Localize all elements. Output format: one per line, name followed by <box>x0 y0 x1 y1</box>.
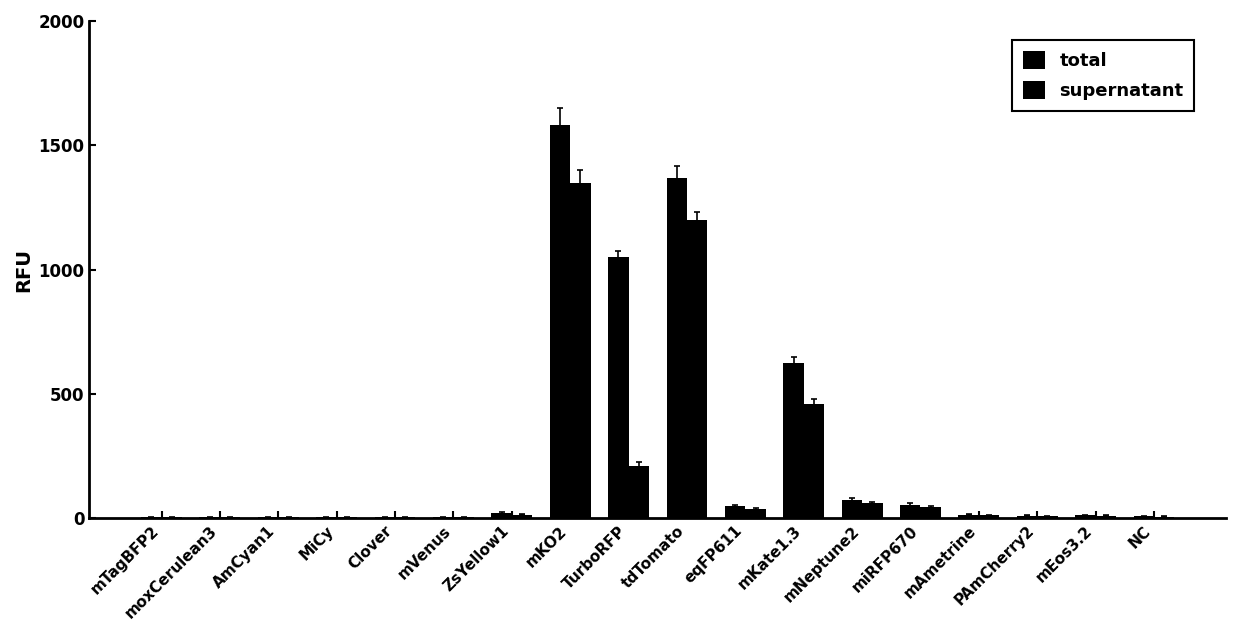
Bar <box>804 404 825 518</box>
Bar <box>1017 516 1037 518</box>
Bar <box>549 125 570 518</box>
Bar <box>512 515 532 518</box>
Bar <box>1037 516 1058 518</box>
Bar <box>667 178 687 518</box>
Bar <box>842 500 862 518</box>
Bar <box>316 517 337 518</box>
Bar <box>862 503 883 518</box>
Bar <box>1133 516 1154 518</box>
Bar <box>900 505 920 518</box>
Bar <box>725 506 745 518</box>
Bar <box>1154 517 1174 518</box>
Bar <box>200 517 219 518</box>
Bar <box>687 220 707 518</box>
Bar <box>629 466 649 518</box>
Bar <box>784 363 804 518</box>
Bar <box>570 183 590 518</box>
Bar <box>920 507 941 518</box>
Bar <box>745 509 766 518</box>
Bar <box>959 515 978 518</box>
Bar <box>337 517 357 518</box>
Bar <box>396 517 415 518</box>
Bar <box>1075 516 1096 518</box>
Bar <box>161 517 182 518</box>
Bar <box>491 514 512 518</box>
Bar <box>219 517 241 518</box>
Bar <box>141 517 161 518</box>
Bar <box>1096 516 1116 518</box>
Bar <box>978 516 999 518</box>
Bar <box>374 517 396 518</box>
Y-axis label: RFU: RFU <box>14 248 33 291</box>
Bar <box>608 257 629 518</box>
Bar <box>278 517 299 518</box>
Bar <box>258 517 278 518</box>
Bar <box>454 517 474 518</box>
Legend: total, supernatant: total, supernatant <box>1012 40 1194 111</box>
Bar <box>433 517 454 518</box>
